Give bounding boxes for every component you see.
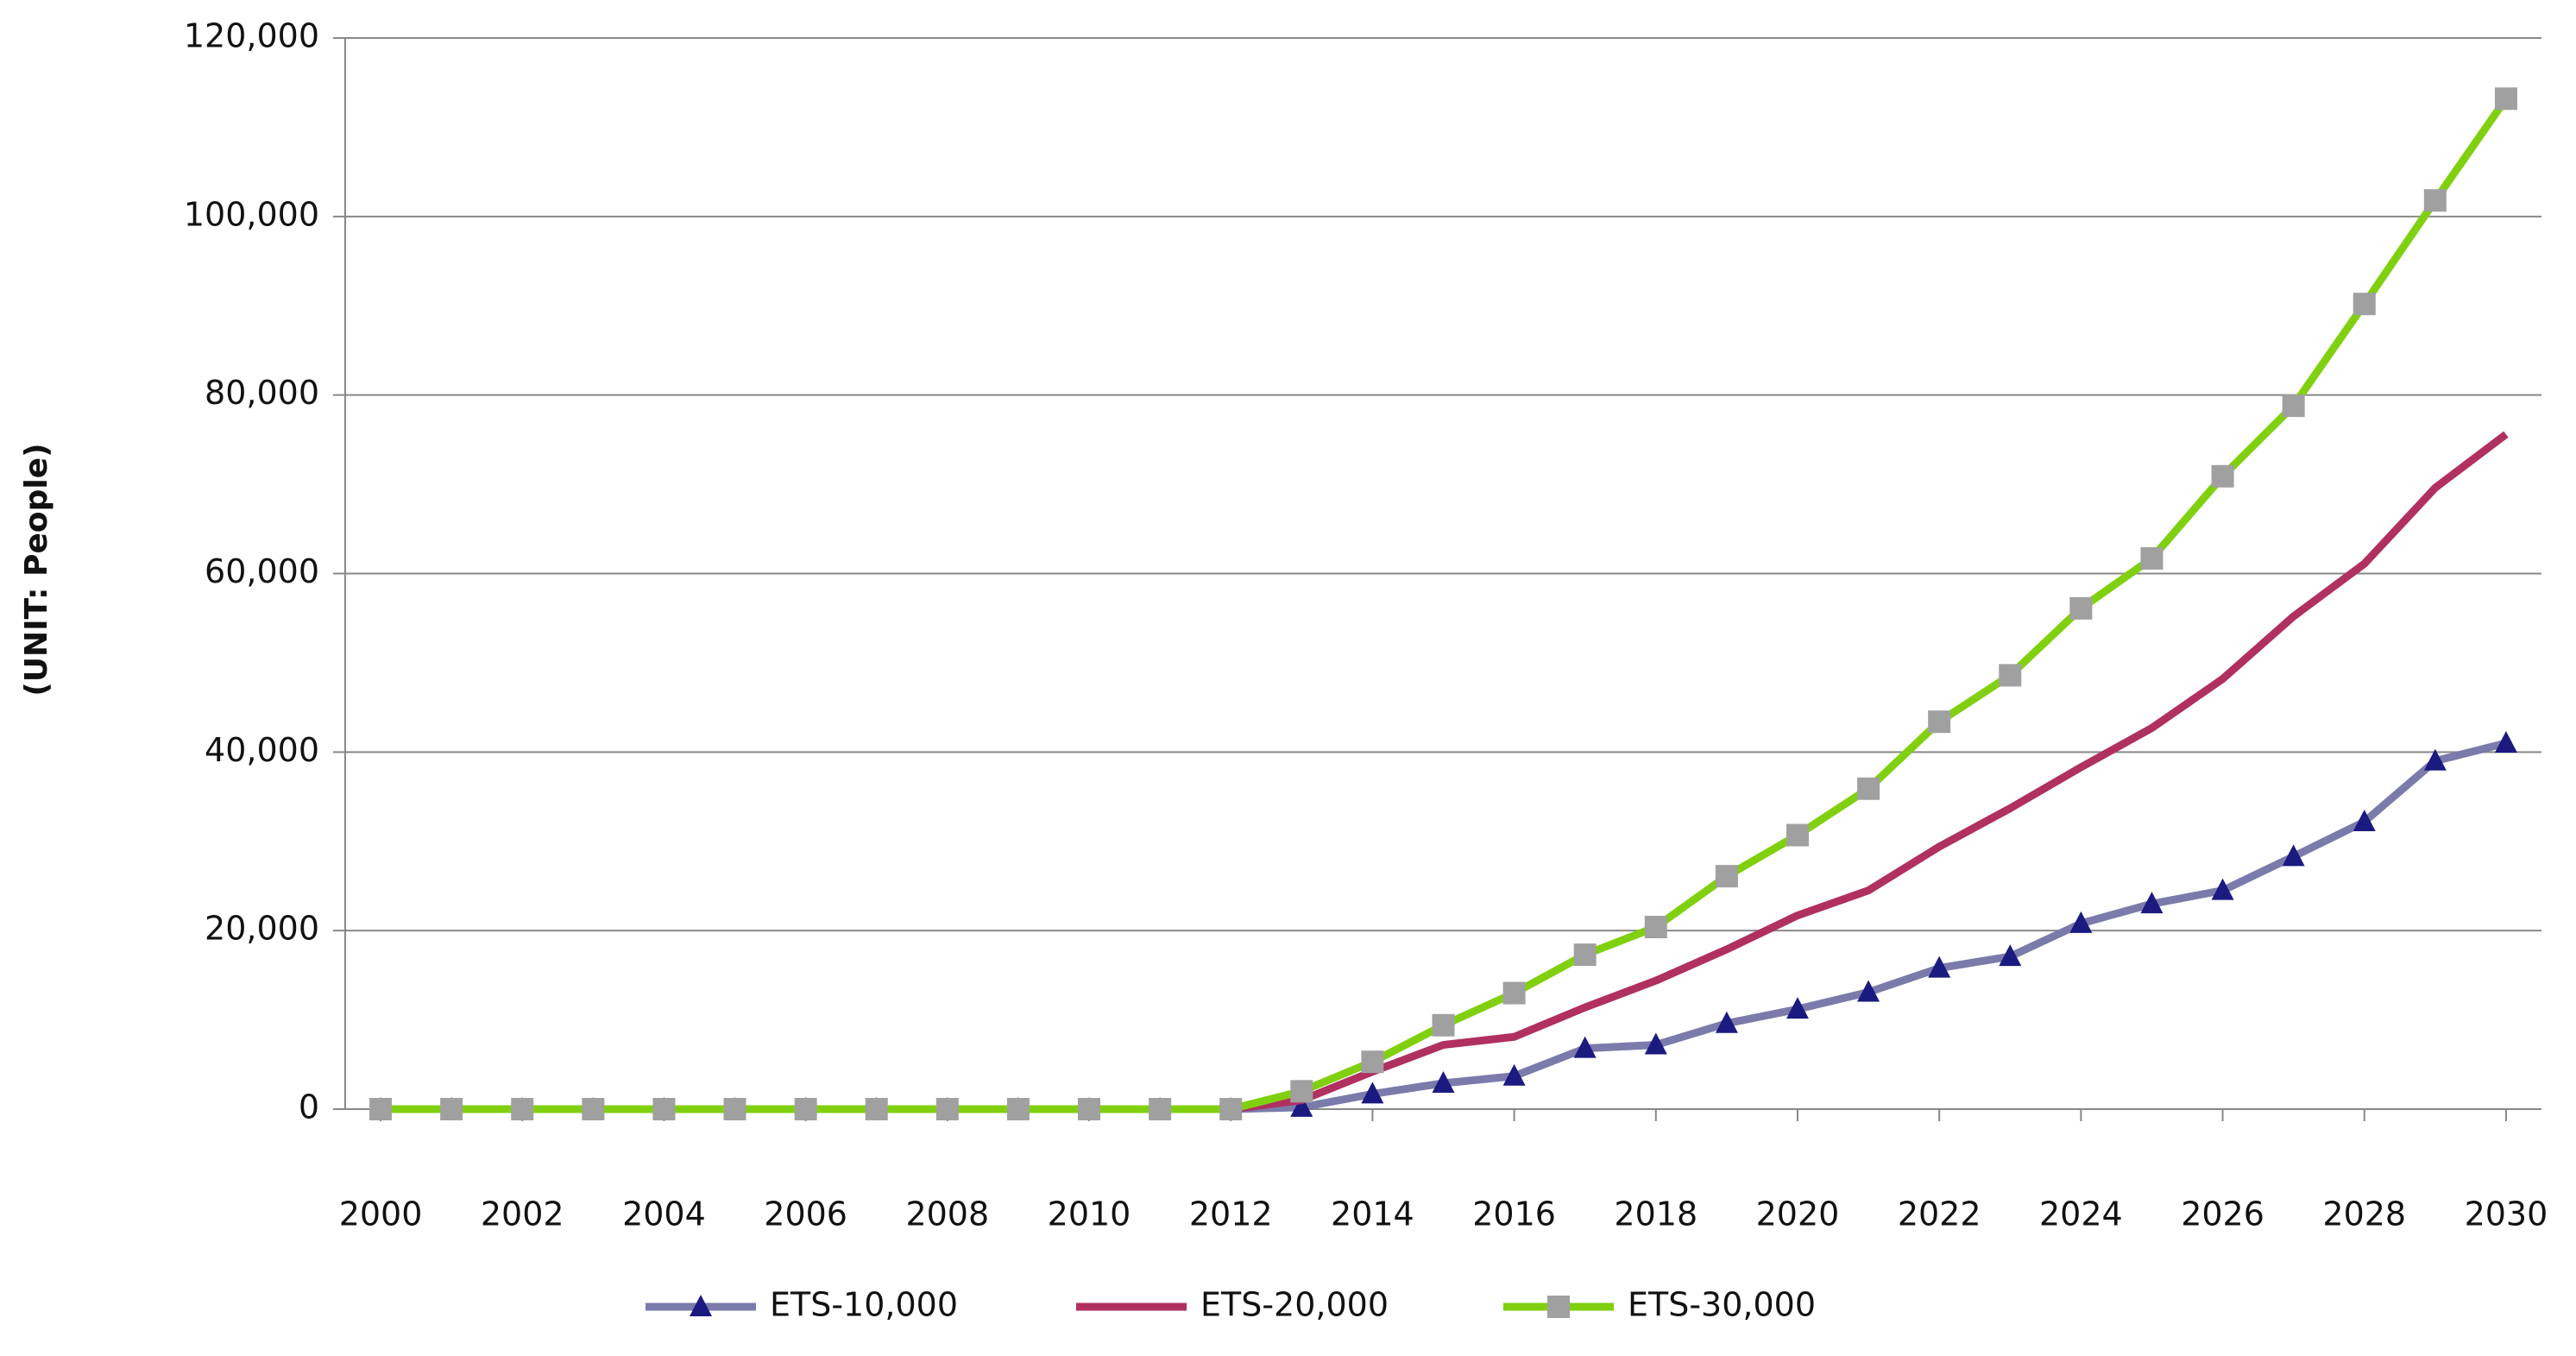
data-point [1432, 1071, 1455, 1094]
data-point [2423, 189, 2447, 212]
x-tick-label: 2028 [2322, 1195, 2406, 1233]
data-point [2352, 293, 2376, 316]
data-point [1502, 1063, 1526, 1086]
x-tick-label: 2022 [1898, 1195, 1981, 1233]
x-tick-label: 2004 [622, 1195, 706, 1233]
y-tick-label: 20,000 [205, 910, 319, 948]
data-point [1928, 710, 1951, 734]
data-point [2211, 464, 2234, 488]
data-point [1290, 1080, 1313, 1103]
x-tick-label: 2012 [1189, 1195, 1273, 1233]
y-tick-label: 80,000 [205, 374, 319, 412]
data-point [652, 1098, 676, 1120]
data-point [582, 1098, 605, 1120]
data-point [1786, 823, 1809, 847]
data-point [2069, 596, 2093, 620]
data-point [1290, 1094, 1313, 1117]
data-point [369, 1098, 393, 1120]
data-point [865, 1098, 888, 1120]
x-tick-label: 2030 [2465, 1195, 2548, 1233]
data-point [2140, 546, 2163, 570]
series-line [381, 431, 2509, 1113]
x-tick-label: 2024 [2039, 1195, 2123, 1233]
data-point [1361, 1050, 1384, 1074]
data-point [1432, 1013, 1455, 1037]
legend-marker [1547, 1296, 1570, 1318]
data-point [2494, 730, 2517, 753]
series-line [381, 739, 2508, 1113]
data-point [2069, 911, 2093, 933]
x-tick-label: 2008 [905, 1195, 989, 1233]
data-point [1786, 997, 1809, 1019]
data-point [1644, 1032, 1667, 1055]
data-point [1078, 1098, 1101, 1120]
x-tick-label: 2002 [481, 1195, 564, 1233]
data-point [1857, 777, 1880, 800]
x-tick-label: 2018 [1614, 1195, 1697, 1233]
y-axis-label: (UNIT: People) [19, 443, 54, 696]
data-point [511, 1098, 534, 1120]
data-point [794, 1098, 817, 1120]
data-point [2352, 809, 2376, 831]
x-tick-label: 2026 [2181, 1195, 2264, 1233]
x-tick-label: 2014 [1331, 1195, 1414, 1233]
y-tick-label: 40,000 [205, 731, 319, 769]
x-tick-label: 2020 [1756, 1195, 1840, 1233]
data-point [1006, 1098, 1030, 1120]
series-line [381, 96, 2510, 1113]
data-point [1857, 980, 1880, 1002]
data-point [723, 1098, 746, 1120]
data-point [1644, 916, 1667, 939]
data-point [2282, 844, 2305, 867]
y-tick-label: 120,000 [184, 17, 319, 55]
data-point [1502, 981, 1526, 1005]
data-point [2494, 87, 2517, 110]
x-tick-label: 2006 [764, 1195, 847, 1233]
data-point [440, 1098, 463, 1120]
data-point [1928, 956, 1951, 978]
data-point [1715, 865, 1738, 888]
legend-label: ETS-30,000 [1628, 1286, 1816, 1324]
data-point [2282, 394, 2305, 418]
data-point [2423, 748, 2447, 771]
data-point [1999, 664, 2022, 687]
data-point [1573, 1036, 1597, 1058]
x-tick-label: 2016 [1472, 1195, 1556, 1233]
legend-label: ETS-10,000 [770, 1286, 958, 1324]
x-tick-label: 2010 [1048, 1195, 1131, 1233]
x-tick-label: 2000 [339, 1195, 423, 1233]
data-point [1715, 1011, 1738, 1033]
data-point [1999, 944, 2022, 967]
data-point [2211, 878, 2234, 900]
legend-label: ETS-20,000 [1200, 1286, 1389, 1324]
data-point [1219, 1098, 1243, 1120]
y-tick-label: 100,000 [184, 195, 319, 233]
data-point [1149, 1098, 1172, 1120]
data-point [1361, 1082, 1384, 1104]
data-point [935, 1098, 959, 1120]
y-tick-label: 60,000 [205, 552, 319, 590]
y-tick-label: 0 [299, 1088, 319, 1126]
data-point [2140, 892, 2163, 914]
legend-marker [690, 1295, 712, 1316]
data-point [1573, 943, 1597, 967]
